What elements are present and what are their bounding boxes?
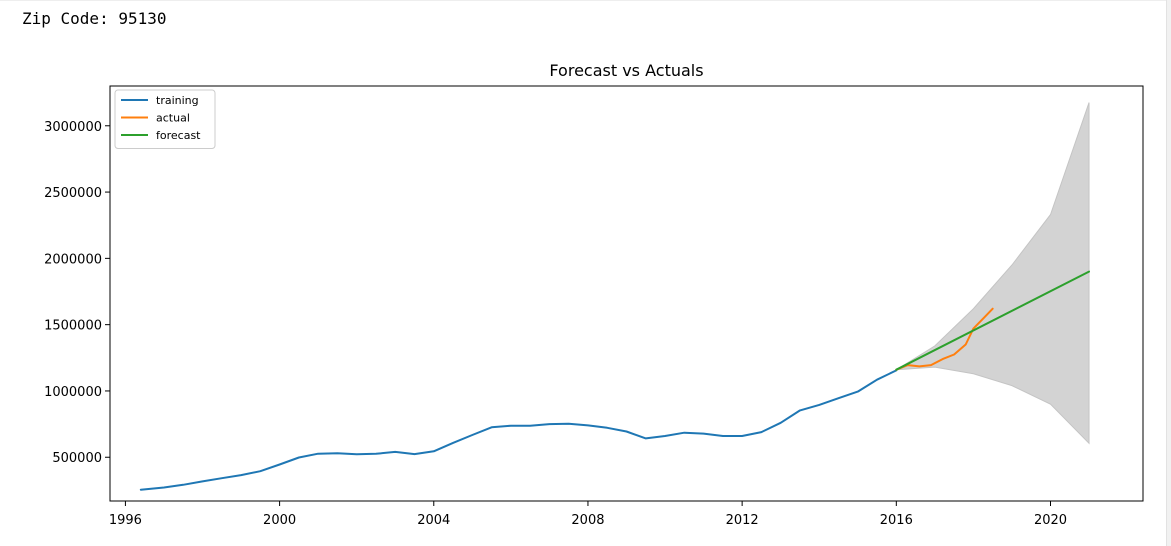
x-tick-label: 1996 [109, 513, 142, 528]
legend-label-actual: actual [156, 112, 190, 125]
zip-code-value: 95130 [118, 9, 167, 28]
y-tick-label: 3000000 [44, 120, 102, 135]
x-tick-label: 2012 [726, 513, 759, 528]
y-tick-label: 2000000 [44, 252, 102, 267]
x-tick-label: 2016 [880, 513, 913, 528]
legend-label-forecast: forecast [156, 129, 201, 142]
top-border [0, 0, 1171, 1]
y-tick-label: 2500000 [44, 186, 102, 201]
x-tick-label: 2008 [571, 513, 604, 528]
x-tick-label: 2004 [417, 513, 450, 528]
series-line-training [139, 369, 898, 491]
legend-label-training: training [156, 94, 199, 107]
zip-code-output: Zip Code: 95130 [22, 9, 167, 28]
series-line-forecast [895, 270, 1090, 371]
y-tick-label: 1000000 [44, 385, 102, 400]
plot-frame [109, 85, 1144, 502]
x-tick-label: 2020 [1034, 513, 1067, 528]
y-tick-label: 1500000 [44, 319, 102, 334]
series-line-actual [895, 307, 994, 371]
y-tick-label: 500000 [52, 451, 102, 466]
chart-title: Forecast vs Actuals [549, 61, 703, 80]
legend-box [114, 89, 216, 149]
x-tick-label: 2000 [263, 513, 296, 528]
zip-code-label: Zip Code: [22, 9, 109, 28]
output-scrollbar[interactable] [1166, 0, 1171, 546]
confidence-band [896, 102, 1090, 445]
